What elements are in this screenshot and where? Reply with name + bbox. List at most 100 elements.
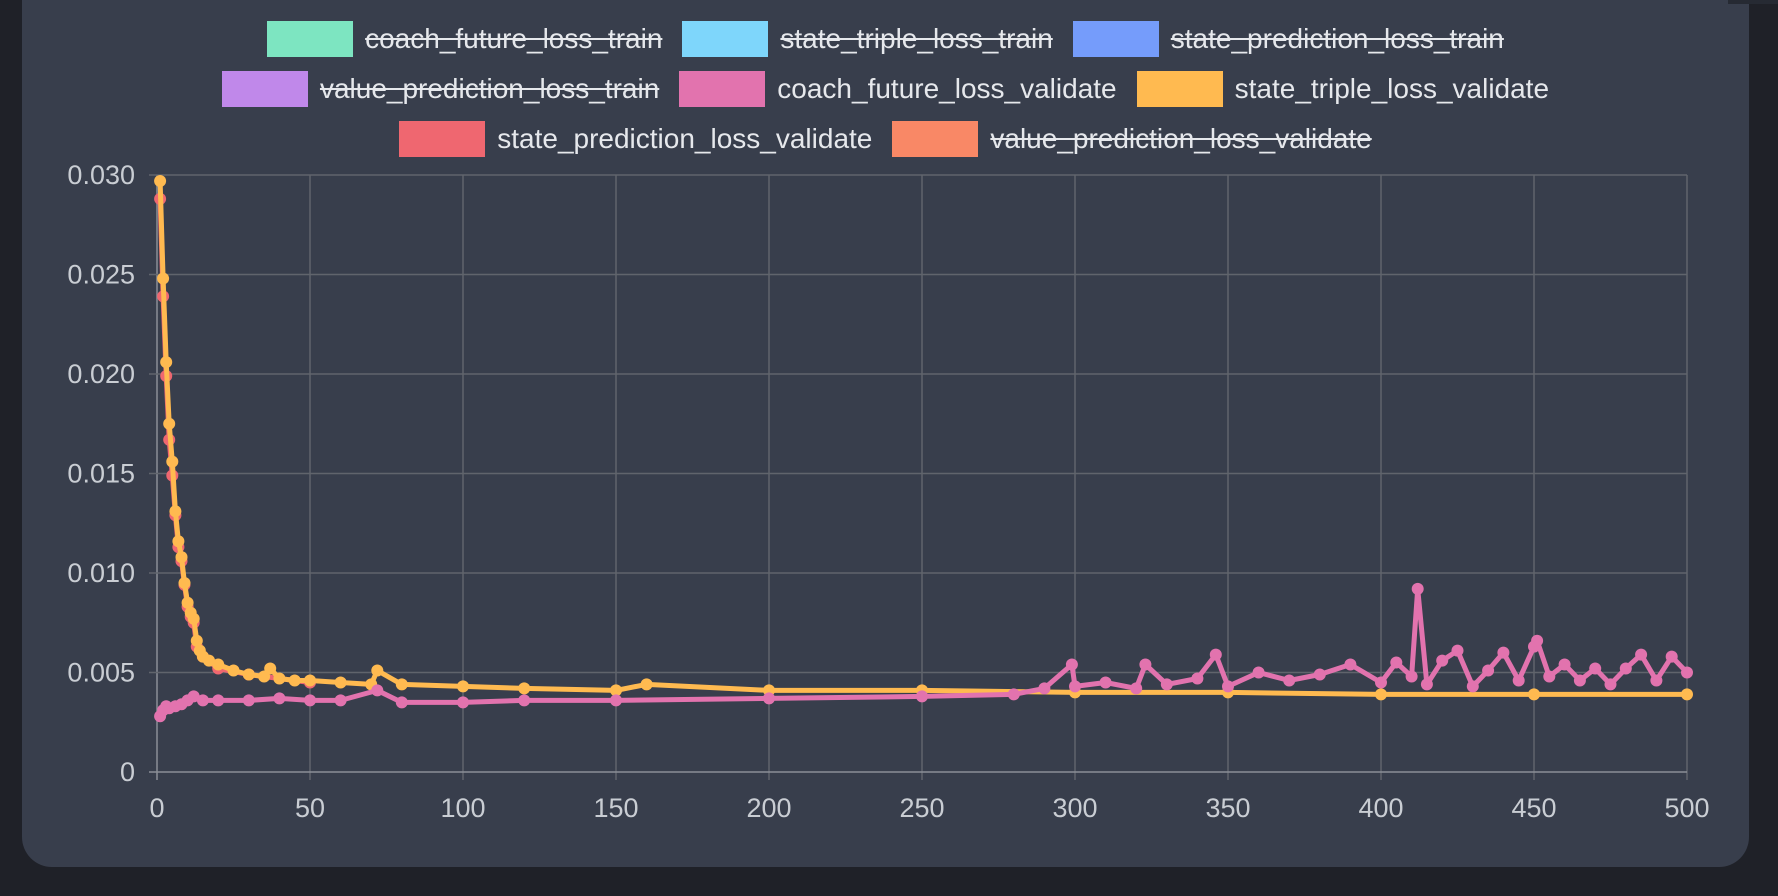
data-point[interactable] — [304, 674, 316, 687]
data-point[interactable] — [1375, 676, 1387, 689]
data-point[interactable] — [163, 417, 176, 430]
x-tick-label: 0 — [149, 793, 164, 823]
data-point[interactable] — [187, 690, 200, 703]
data-point[interactable] — [175, 551, 188, 564]
legend-item-state-triple-loss-train[interactable]: state_triple_loss_train — [682, 21, 1053, 57]
legend-swatch — [221, 71, 308, 107]
data-point[interactable] — [1405, 670, 1418, 683]
data-point[interactable] — [1436, 654, 1449, 667]
data-point[interactable] — [242, 694, 255, 707]
data-point[interactable] — [1160, 678, 1173, 691]
data-point[interactable] — [181, 596, 194, 609]
data-point[interactable] — [1635, 648, 1648, 661]
data-point[interactable] — [288, 674, 301, 687]
data-point[interactable] — [1650, 674, 1663, 687]
data-point[interactable] — [1604, 678, 1617, 691]
data-point[interactable] — [212, 694, 225, 707]
data-point[interactable] — [371, 664, 384, 677]
data-point[interactable] — [1665, 650, 1678, 663]
data-point[interactable] — [457, 680, 469, 693]
y-tick-label: 0.020 — [67, 359, 135, 389]
data-point[interactable] — [242, 668, 255, 681]
data-point[interactable] — [1344, 658, 1357, 671]
data-point[interactable] — [457, 696, 469, 709]
data-point[interactable] — [157, 272, 170, 285]
data-point[interactable] — [395, 696, 408, 709]
data-point[interactable] — [1139, 658, 1152, 671]
data-point[interactable] — [196, 694, 209, 707]
data-point[interactable] — [1390, 656, 1403, 669]
data-point[interactable] — [227, 664, 240, 677]
data-point[interactable] — [1681, 688, 1693, 701]
legend-item-state-prediction-loss-validate[interactable]: state_prediction_loss_validate — [399, 121, 872, 157]
data-point[interactable] — [640, 678, 653, 691]
legend-item-value-prediction-loss-train[interactable]: value_prediction_loss_train — [221, 71, 659, 107]
data-point[interactable] — [1283, 674, 1296, 687]
data-point[interactable] — [178, 577, 191, 589]
legend-row: coach_future_loss_train state_triple_los… — [22, 14, 1749, 64]
series-state-triple-loss-validate — [154, 175, 1693, 701]
data-point[interactable] — [1411, 582, 1424, 595]
data-point[interactable] — [1528, 688, 1540, 701]
data-point[interactable] — [1451, 644, 1464, 657]
data-point[interactable] — [1420, 678, 1433, 691]
x-tick-label: 150 — [593, 793, 638, 823]
data-point[interactable] — [1466, 680, 1479, 693]
x-tick-label: 200 — [746, 793, 791, 823]
data-point[interactable] — [1573, 674, 1586, 687]
data-point[interactable] — [160, 356, 173, 369]
data-point[interactable] — [187, 612, 200, 625]
data-point[interactable] — [1619, 662, 1632, 675]
data-point[interactable] — [518, 682, 531, 695]
legend-item-state-triple-loss-validate[interactable]: state_triple_loss_validate — [1136, 71, 1549, 107]
data-point[interactable] — [1681, 666, 1693, 679]
data-point[interactable] — [1313, 668, 1326, 681]
data-point[interactable] — [273, 672, 286, 685]
data-point[interactable] — [763, 692, 775, 705]
data-point[interactable] — [518, 694, 531, 707]
data-point[interactable] — [190, 634, 203, 647]
legend-row: state_prediction_loss_validate value_pre… — [22, 114, 1749, 164]
data-point[interactable] — [1375, 688, 1387, 701]
data-point[interactable] — [203, 654, 215, 667]
data-point[interactable] — [371, 684, 384, 697]
data-point[interactable] — [395, 678, 408, 691]
data-point[interactable] — [1252, 666, 1265, 679]
data-point[interactable] — [1069, 680, 1081, 693]
data-point[interactable] — [212, 658, 225, 671]
data-point[interactable] — [610, 694, 622, 707]
data-point[interactable] — [1065, 658, 1078, 671]
data-point[interactable] — [166, 455, 179, 468]
chart-legend: coach_future_loss_train state_triple_los… — [22, 14, 1749, 164]
data-point[interactable] — [334, 694, 347, 707]
data-point[interactable] — [1099, 676, 1112, 689]
data-point[interactable] — [1589, 662, 1602, 675]
data-point[interactable] — [1209, 648, 1222, 661]
data-point[interactable] — [172, 535, 185, 548]
data-point[interactable] — [1191, 672, 1204, 685]
data-point[interactable] — [154, 175, 167, 187]
legend-item-value-prediction-loss-validate[interactable]: value_prediction_loss_validate — [892, 121, 1372, 157]
data-point[interactable] — [1543, 670, 1556, 683]
data-point[interactable] — [334, 676, 347, 689]
data-point[interactable] — [1482, 664, 1495, 677]
data-point[interactable] — [1130, 682, 1143, 695]
data-point[interactable] — [1497, 646, 1510, 659]
legend-item-coach-future-loss-validate[interactable]: coach_future_loss_validate — [679, 71, 1117, 107]
x-axis: 0 50 100 150 200 250 300 350 400 450 500 — [149, 793, 1709, 823]
legend-item-coach-future-loss-train[interactable]: coach_future_loss_train — [267, 21, 662, 57]
data-point[interactable] — [264, 662, 277, 675]
data-point[interactable] — [1531, 634, 1544, 647]
data-point[interactable] — [1512, 674, 1525, 687]
legend-item-state-prediction-loss-train[interactable]: state_prediction_loss_train — [1072, 21, 1504, 57]
data-point[interactable] — [1007, 688, 1020, 701]
data-point[interactable] — [610, 684, 622, 697]
data-point[interactable] — [1038, 682, 1051, 695]
x-tick-label: 450 — [1511, 793, 1556, 823]
data-point[interactable] — [169, 505, 182, 518]
data-point[interactable] — [304, 694, 316, 707]
data-point[interactable] — [1558, 658, 1571, 671]
data-point[interactable] — [273, 692, 286, 705]
data-point[interactable] — [916, 690, 928, 703]
data-point[interactable] — [1222, 680, 1234, 693]
